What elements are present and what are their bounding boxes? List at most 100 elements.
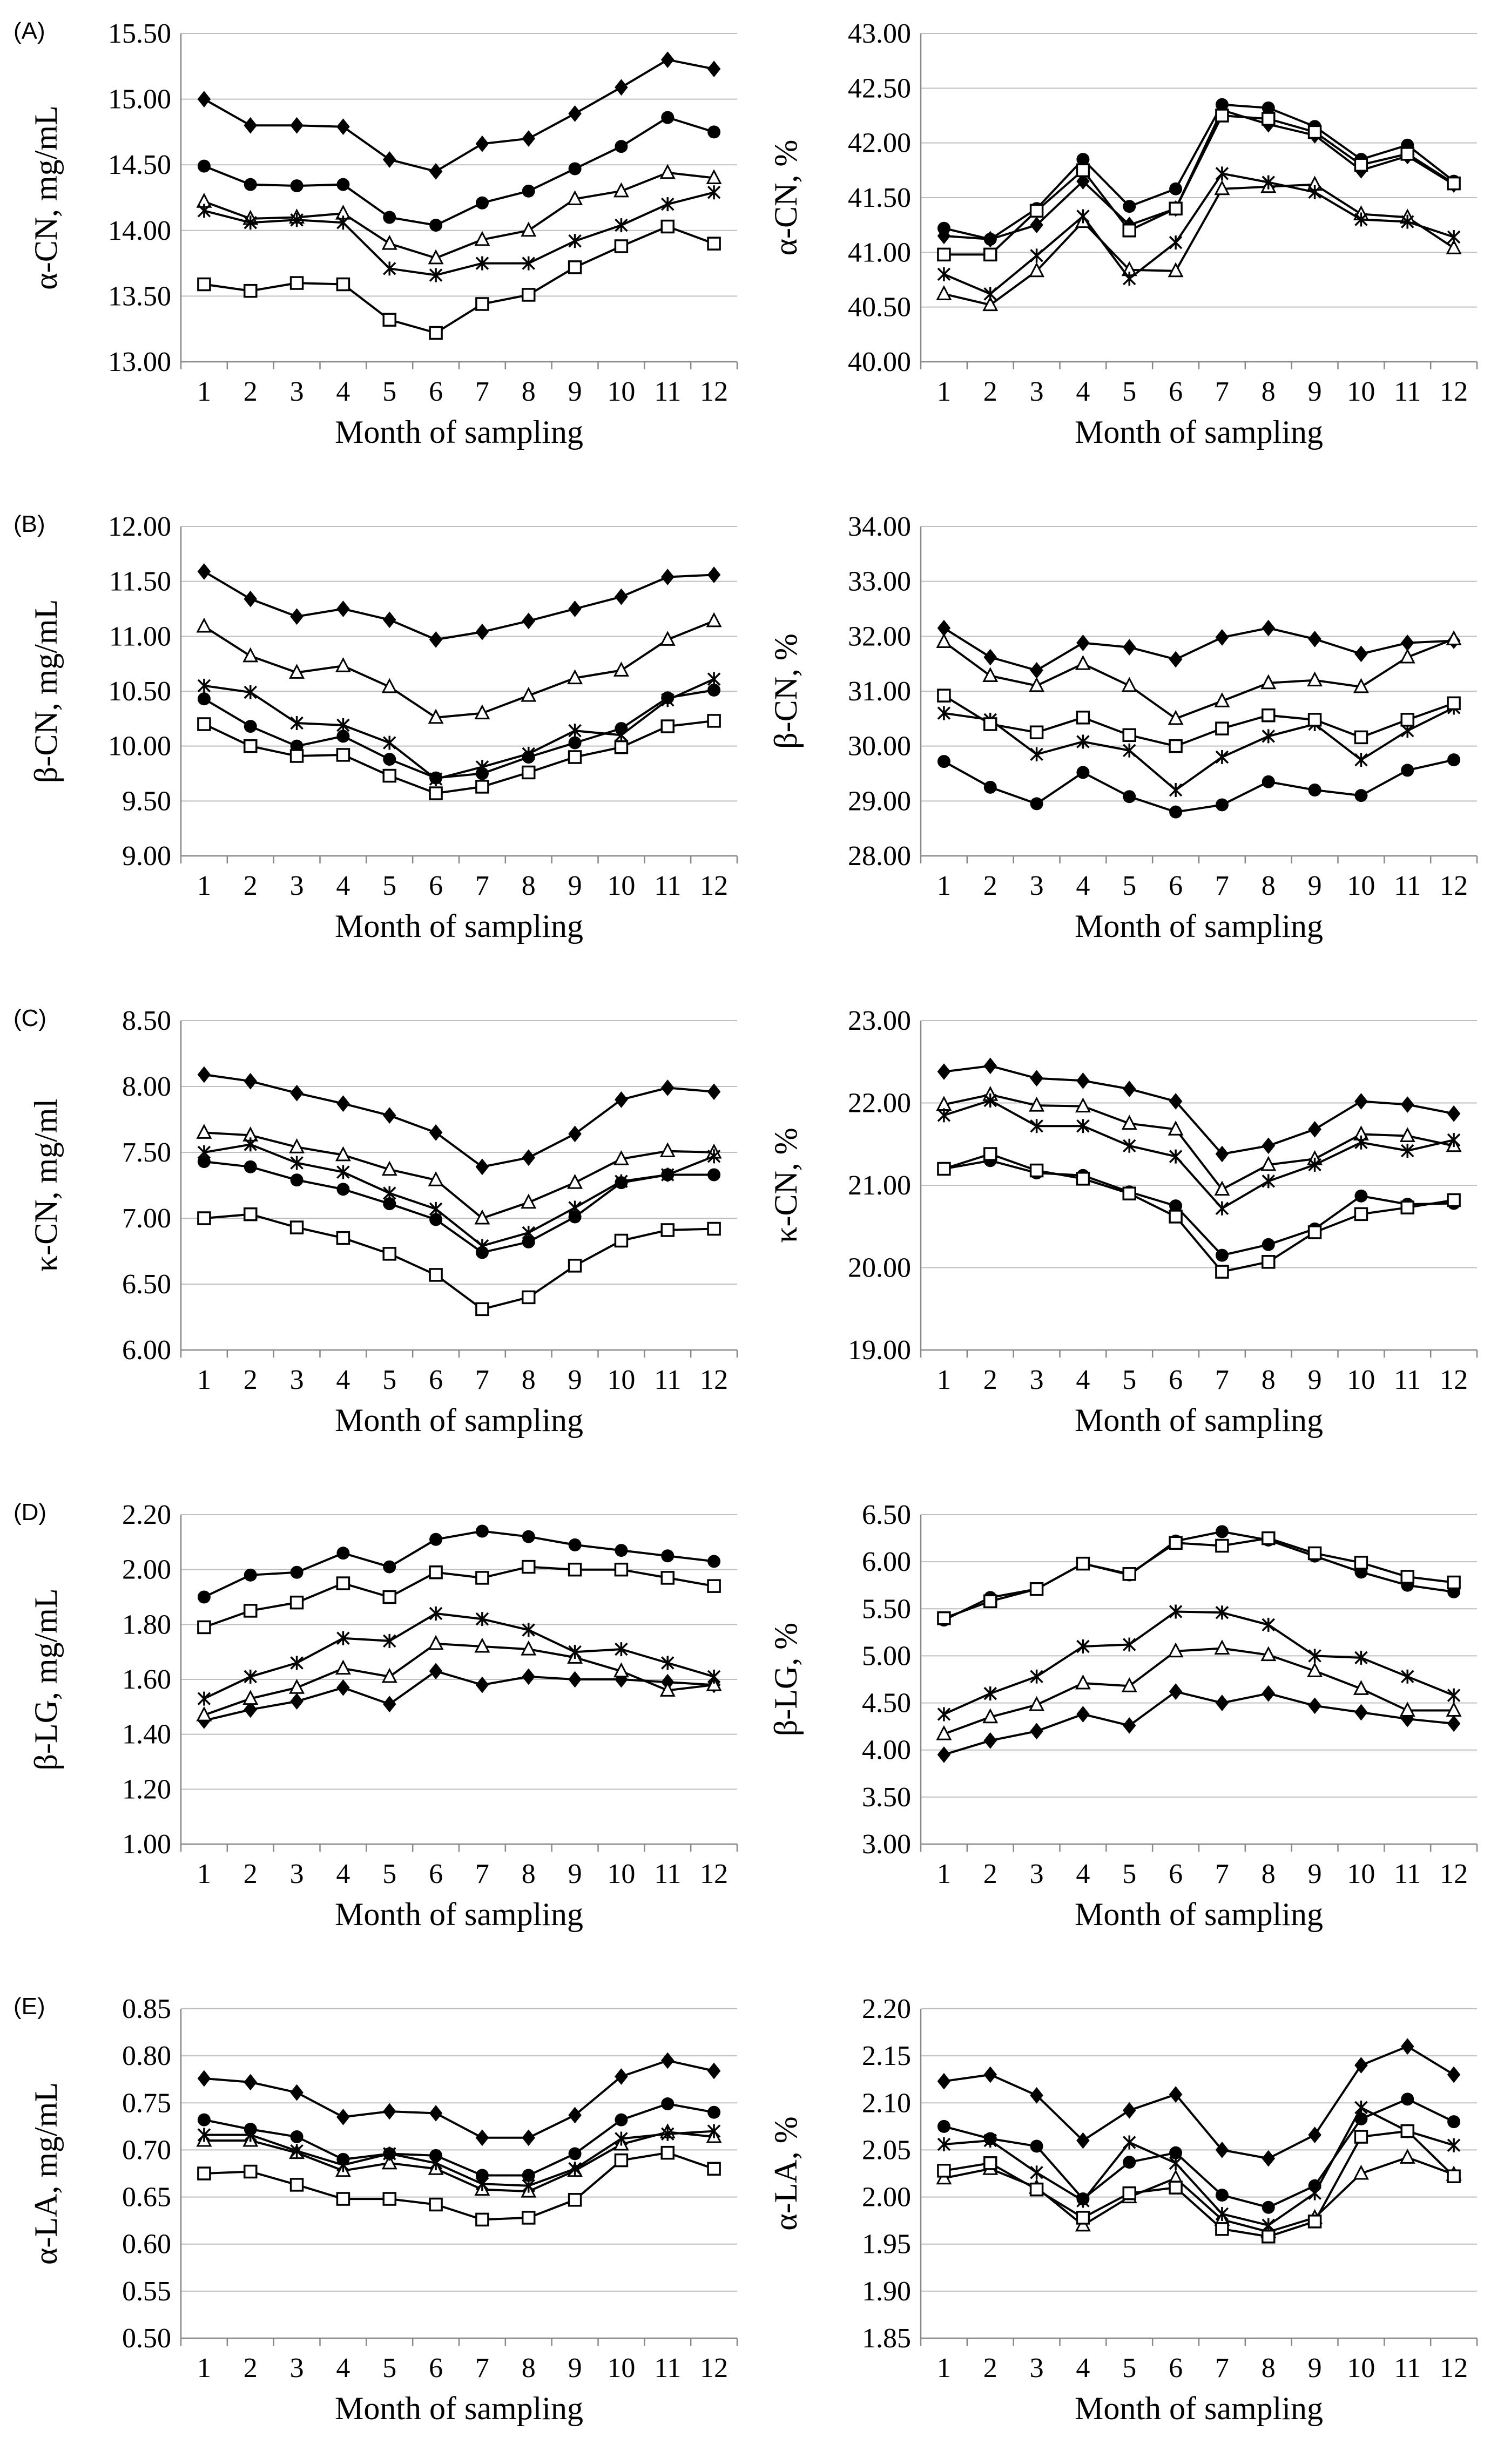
data-point-triangle [1029,1096,1045,1112]
data-point-star [1123,2135,1136,2150]
data-point-square [1169,2181,1183,2195]
y-axis-title: β-LG, mg/mL [28,1588,64,1770]
y-tick-label: 31.00 [848,676,911,707]
data-point-star [475,1612,489,1626]
series-diamond [937,619,1461,679]
x-tick-label: 10 [1347,1365,1375,1395]
x-tick-label: 12 [700,870,728,901]
data-point-diamond [336,118,350,136]
data-point-circle [244,720,257,733]
data-point-square [1215,2222,1229,2236]
x-tick-label: 8 [522,1859,536,1889]
data-point-diamond [1215,1145,1229,1163]
data-point-triangle [1029,262,1045,278]
data-point-triangle [1029,677,1045,692]
data-point-square [475,780,489,794]
x-tick-label: 4 [336,1859,350,1889]
data-point-square [614,1562,629,1577]
data-point-star [707,2124,721,2138]
data-point-triangle [1121,1115,1137,1130]
data-point-triangle [381,1668,397,1683]
series-line-circle [203,689,714,779]
data-point-circle [1030,2139,1043,2153]
data-point-diamond [1169,1093,1183,1110]
data-point-square [660,719,675,733]
x-tick-label: 3 [290,1859,304,1889]
data-point-square [707,714,721,728]
data-point-diamond [522,1149,536,1166]
y-tick-label: 0.50 [122,2323,171,2354]
data-point-diamond [197,1066,211,1083]
x-tick-label: 4 [1076,870,1090,901]
series-line-circle [204,2102,714,2177]
data-point-square [336,748,350,762]
x-tick-label: 5 [382,376,396,407]
data-point-triangle [428,249,444,265]
x-tick-label: 7 [475,1859,489,1889]
data-point-star [1123,271,1136,286]
data-point-square [614,239,629,253]
data-point-star [1076,2193,1090,2208]
y-tick-label: 11.00 [109,621,171,652]
data-point-circle [1447,753,1461,767]
data-point-square [1447,696,1461,711]
data-point-square [336,1576,350,1590]
data-point-square [1029,1163,1044,1178]
data-point-triangle [1168,1120,1184,1136]
data-point-square [1354,1207,1368,1221]
data-point-triangle [1075,1674,1091,1690]
data-point-star [1030,1119,1043,1133]
x-tick-label: 2 [983,1365,997,1395]
data-point-square [1029,2182,1044,2197]
data-point-triangle [1075,1097,1091,1113]
x-tick-label: 2 [983,2353,997,2384]
data-point-square [1215,109,1229,123]
x-tick-label: 3 [1030,1365,1044,1395]
data-point-star [197,1145,211,1159]
series-star [197,185,721,282]
data-point-square [1307,713,1322,727]
data-point-square [1076,2211,1090,2225]
data-point-circle [1447,2115,1461,2129]
x-tick-label: 1 [937,2353,951,2384]
y-tick-label: 6.50 [122,1269,171,1300]
data-point-circle [1123,790,1136,804]
data-point-circle [1262,775,1275,788]
y-tick-label: 20.00 [848,1253,911,1284]
data-point-circle [336,1183,350,1196]
x-tick-label: 10 [607,2353,635,2384]
data-point-star [1215,166,1229,181]
data-point-diamond [1308,2127,1321,2143]
series-triangle [936,2149,1462,2238]
series-square [937,1531,1461,1625]
series-triangle [936,1639,1462,1740]
x-tick-label: 7 [475,2353,489,2384]
data-point-circle [197,1590,211,1604]
data-point-circle [1354,789,1368,802]
data-point-diamond [336,600,350,617]
data-point-triangle [428,708,444,724]
data-point-circle [1215,2189,1229,2202]
data-point-triangle [474,231,490,246]
data-point-diamond [1215,629,1229,646]
data-point-square [937,2164,951,2178]
x-tick-label: 7 [1215,1365,1229,1395]
series-line-square [204,2151,714,2221]
series-circle [197,1524,721,1604]
x-tick-label: 3 [1030,1859,1044,1889]
data-point-star [615,218,628,233]
x-tick-label: 4 [1076,376,1090,407]
y-tick-label: 10.50 [108,676,171,707]
data-point-diamond [336,2109,350,2125]
data-point-diamond [615,79,628,96]
series-square [197,1560,721,1635]
series-circle [937,753,1461,819]
data-point-star [568,724,582,738]
data-point-star [568,234,582,248]
data-point-square [289,2178,304,2192]
data-point-square [568,2193,582,2207]
data-point-triangle [1399,1127,1415,1142]
data-point-star [983,2134,997,2148]
series-square [937,1147,1461,1279]
x-tick-label: 7 [1215,2353,1229,2384]
